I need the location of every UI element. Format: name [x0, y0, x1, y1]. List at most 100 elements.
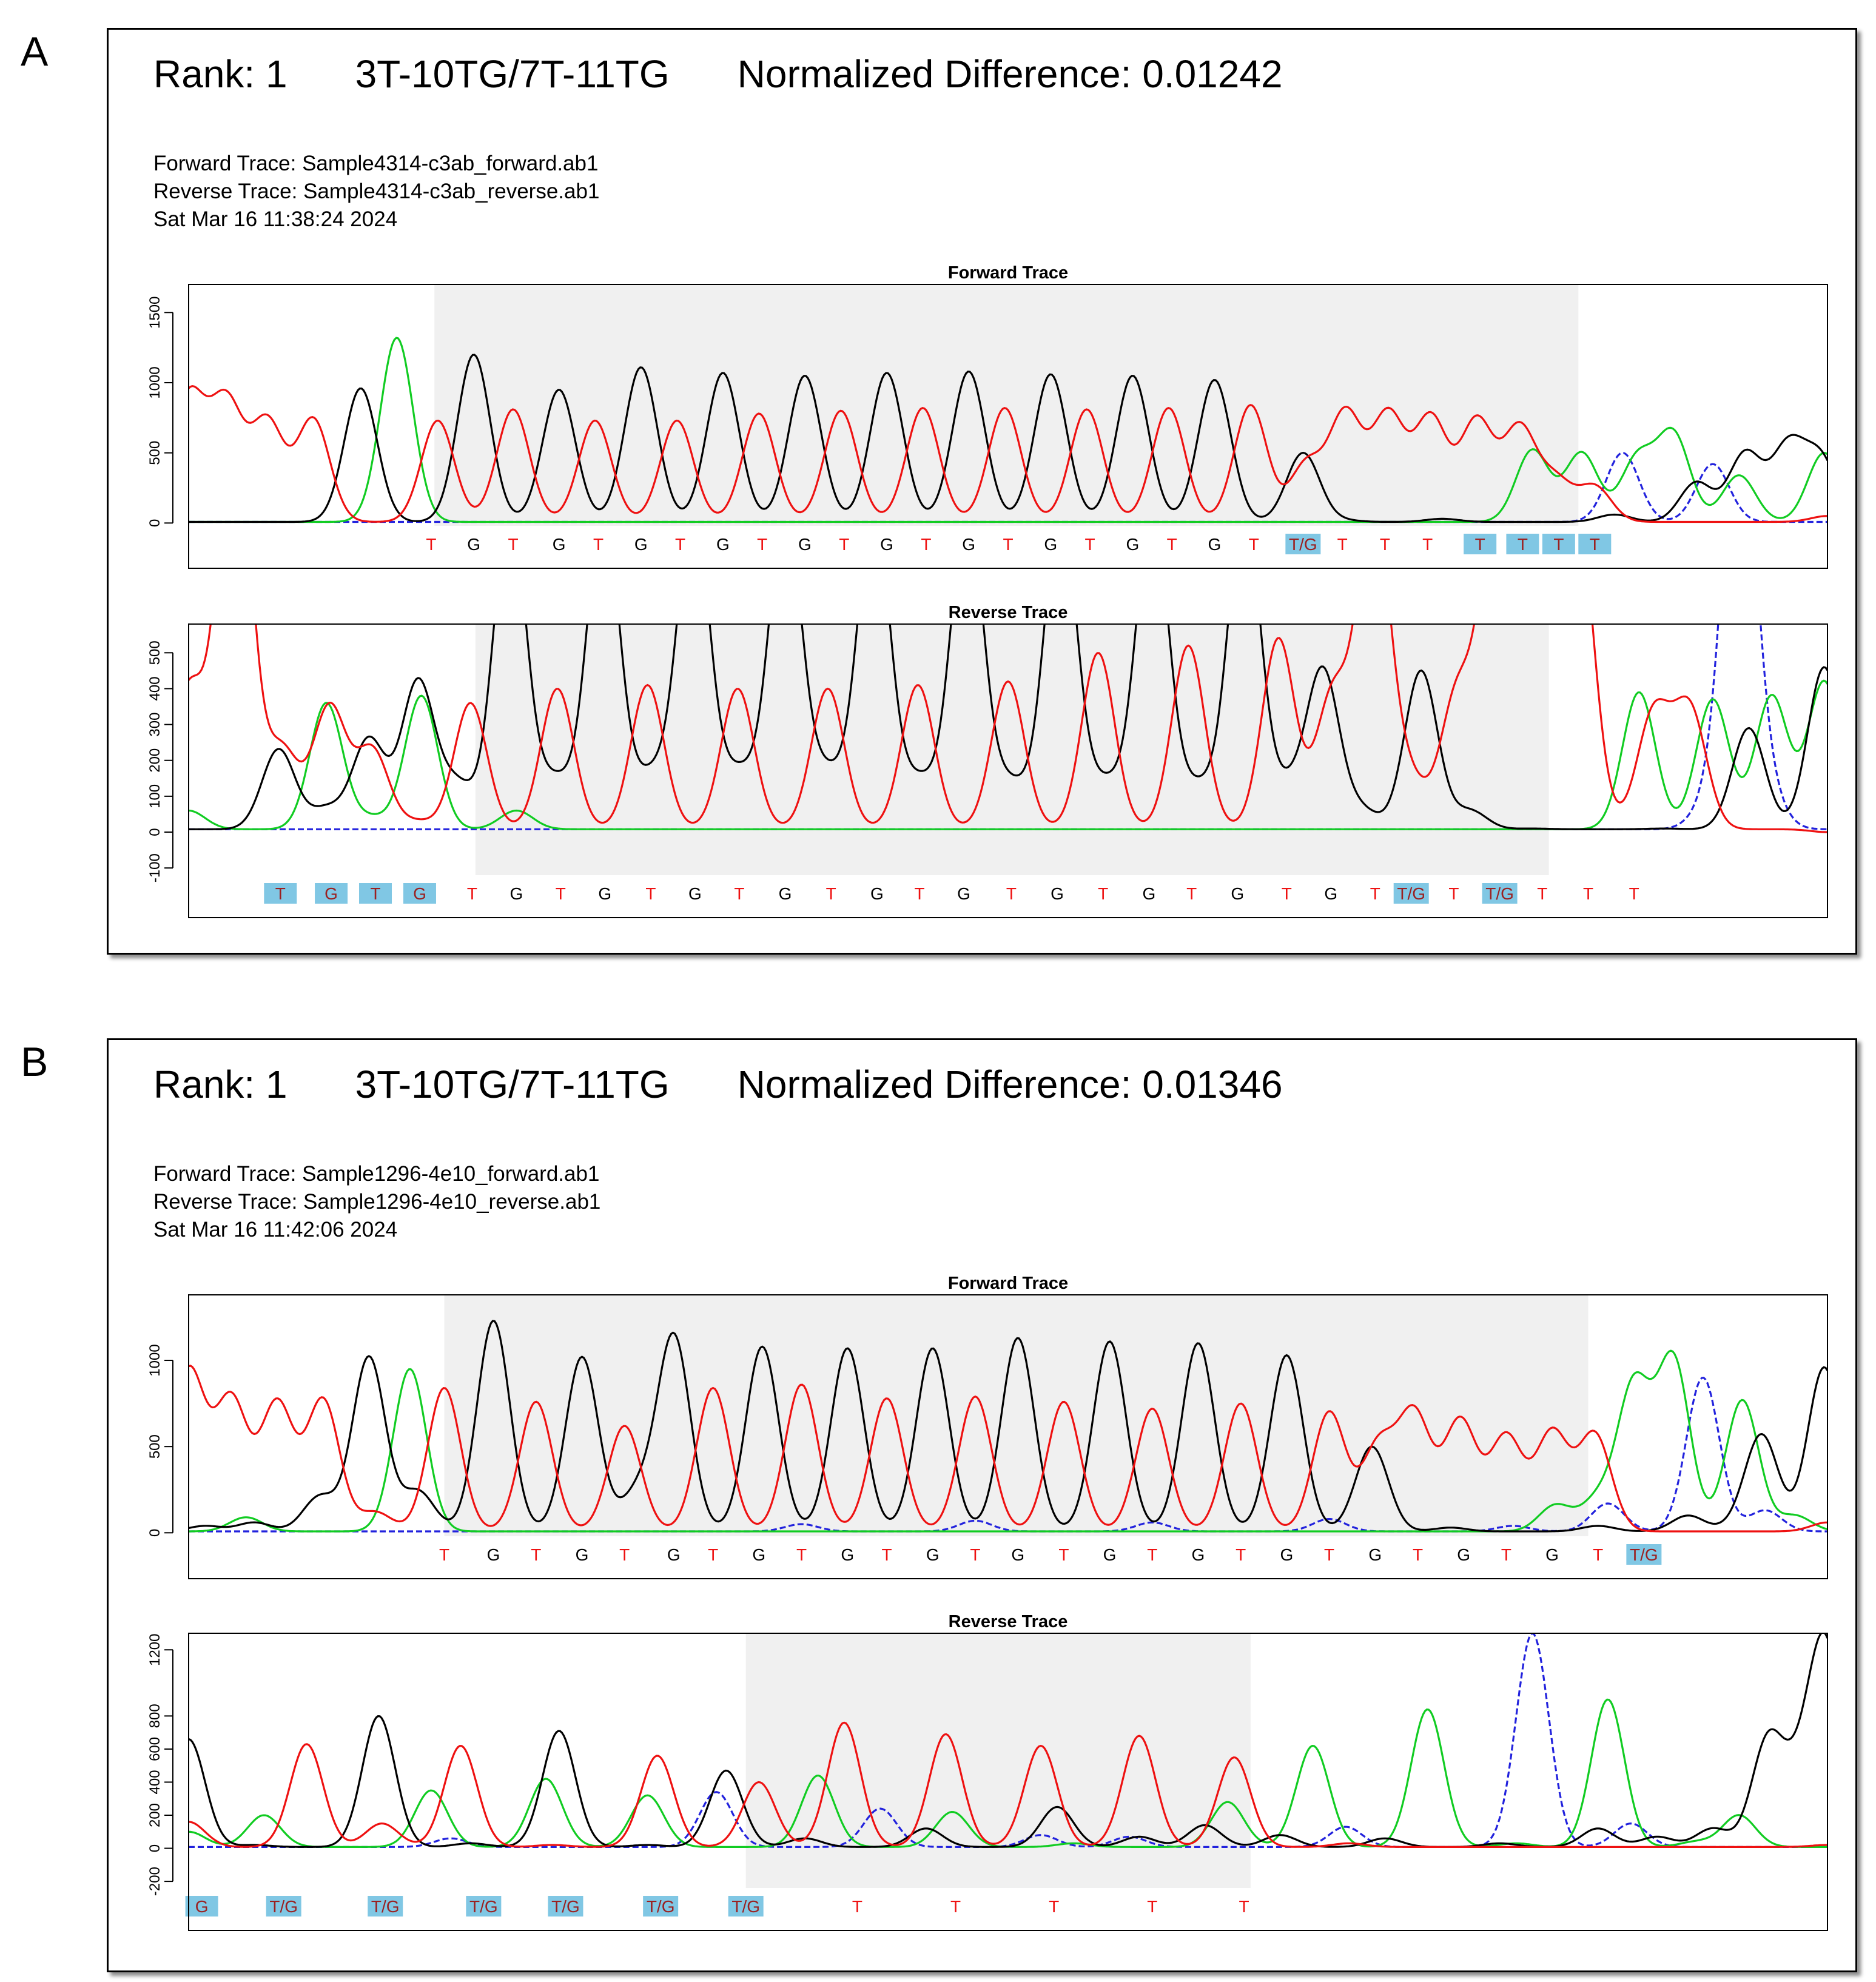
- trace-plot-a-rev: Reverse Trace -100 0 100 200 300 400 500 T G T G T G T…: [147, 603, 1828, 918]
- plot-frame: [188, 1294, 1828, 1579]
- y-tick-label: 500: [147, 441, 163, 465]
- y-axis: -100 0 100 200 300 400 500: [147, 640, 173, 882]
- basecall: G: [1142, 884, 1155, 903]
- plot-frame: [188, 284, 1828, 569]
- basecall: G: [716, 535, 730, 554]
- basecall: T: [1590, 535, 1600, 554]
- y-tick-label: 1200: [147, 1634, 163, 1666]
- trace-line-c: [189, 1633, 1827, 1848]
- basecall: T: [619, 1545, 630, 1564]
- basecall: G: [688, 884, 702, 903]
- basecall: T: [1239, 1897, 1249, 1916]
- y-tick-label: 400: [147, 1770, 163, 1794]
- basecall: G: [195, 1897, 209, 1916]
- y-tick-label: 0: [147, 1844, 163, 1852]
- basecall: T: [1098, 884, 1108, 903]
- basecall: G: [324, 884, 338, 903]
- chromatogram-svg-b: Forward Trace 0 500 1000 T G T G T G T G T G T G T G T G T G T…: [147, 1274, 1828, 1931]
- trace-line-a: [189, 337, 1827, 523]
- basecall-highlight: [466, 1896, 502, 1916]
- y-tick-label: 100: [147, 784, 163, 808]
- y-tick-label: 600: [147, 1737, 163, 1761]
- y-tick-label: 0: [147, 1529, 163, 1537]
- y-tick-label: 0: [147, 519, 163, 527]
- basecall: T: [1518, 535, 1528, 554]
- basecall: T: [1186, 884, 1197, 903]
- trace-title: Reverse Trace: [949, 603, 1068, 622]
- basecall-highlight: [315, 883, 348, 904]
- reverse-trace-file: Reverse Trace: Sample1296-4e10_reverse.a…: [153, 1190, 601, 1214]
- trace-title: Forward Trace: [948, 263, 1068, 283]
- trace-line-t: [189, 1365, 1827, 1533]
- basecall: G: [487, 1545, 500, 1564]
- basecall: T: [508, 535, 518, 554]
- run-date: Sat Mar 16 11:38:24 2024: [153, 207, 398, 231]
- basecall: T: [467, 884, 477, 903]
- panel-a-header: Rank: 1 3T-10TG/7T-11TG Normalized Differe…: [153, 52, 1283, 96]
- normalized-difference: Normalized Difference: 0.01242: [737, 52, 1283, 96]
- basecall: T: [1422, 535, 1433, 554]
- basecall: G: [1051, 884, 1064, 903]
- basecall: G: [870, 884, 884, 903]
- basecall-highlight: [266, 1896, 301, 1916]
- y-axis: -200 0 200 400 600 800 1200: [147, 1634, 173, 1896]
- basecall: T: [1006, 884, 1017, 903]
- y-tick-label: 0: [147, 828, 163, 836]
- trace-line-t: [189, 385, 1827, 523]
- basecall: G: [1368, 1545, 1382, 1564]
- basecall-highlight: [368, 1896, 403, 1916]
- trace-meta-b: Forward Trace: Sample1296-4e10_forward.a…: [153, 1160, 600, 1244]
- y-tick-label: 300: [147, 713, 163, 737]
- trace-title: Reverse Trace: [949, 1612, 1068, 1631]
- trace-plot-b-rev: Reverse Trace -200 0 200 400 600 800 1200 G T/G T/…: [147, 1612, 1828, 1931]
- run-date: Sat Mar 16 11:42:06 2024: [153, 1218, 398, 1241]
- forward-trace-file: Forward Trace: Sample4314-c3ab_forward.a…: [153, 152, 599, 175]
- basecall: G: [553, 535, 566, 554]
- basecall-highlight: [1285, 534, 1321, 554]
- basecall: T/G: [1289, 535, 1317, 554]
- basecall: G: [598, 884, 611, 903]
- trace-plot-b-fwd: Forward Trace 0 500 1000 T G T G T G T G T G T G T G T G T G T…: [147, 1274, 1828, 1579]
- basecall-highlight: [1506, 534, 1539, 554]
- basecall: T: [1501, 1545, 1511, 1564]
- basecall: T: [734, 884, 744, 903]
- basecall: T: [1583, 884, 1593, 903]
- plot-frame: [188, 623, 1828, 918]
- basecall: G: [1545, 1545, 1559, 1564]
- basecall: G: [1208, 535, 1222, 554]
- basecall: T: [915, 884, 925, 903]
- aligned-region: [475, 624, 1549, 875]
- basecall: G: [467, 535, 480, 554]
- basecall: T/G: [1397, 884, 1425, 903]
- basecall-highlight: [548, 1896, 583, 1916]
- basecall-highlight: [185, 1896, 218, 1916]
- basecall: T: [1085, 535, 1095, 554]
- basecall: T: [1236, 1545, 1246, 1564]
- basecall: T: [970, 1545, 980, 1564]
- basecall-highlight: [1626, 1544, 1662, 1565]
- basecall: T: [1167, 535, 1177, 554]
- basecall: T: [1475, 535, 1485, 554]
- basecall-highlight: [1464, 534, 1497, 554]
- basecall: T: [275, 884, 286, 903]
- y-tick-label: 1000: [147, 366, 163, 398]
- basecall: G: [841, 1545, 854, 1564]
- forward-trace-file: Forward Trace: Sample1296-4e10_forward.a…: [153, 1162, 600, 1186]
- trace-line-g: [189, 354, 1827, 523]
- basecall: G: [962, 535, 975, 554]
- aligned-region: [434, 284, 1579, 526]
- trace-line-g: [189, 1320, 1827, 1533]
- trace-title: Forward Trace: [948, 1274, 1068, 1293]
- basecall: G: [1457, 1545, 1470, 1564]
- basecall-highlight: [1393, 883, 1429, 904]
- basecall: T: [1629, 884, 1639, 903]
- y-tick-label: 500: [147, 640, 163, 665]
- rank-label: Rank: 1: [153, 1063, 287, 1106]
- basecall: T: [1413, 1545, 1423, 1564]
- panel-letter-a: A: [21, 29, 49, 75]
- panel-b: Rank: 1 3T-10TG/7T-11TG Normalized Differe…: [107, 1038, 1857, 1972]
- basecall-highlight: [403, 883, 436, 904]
- trace-line-t: [189, 1721, 1827, 1848]
- basecall: T: [796, 1545, 807, 1564]
- basecall: G: [1103, 1545, 1117, 1564]
